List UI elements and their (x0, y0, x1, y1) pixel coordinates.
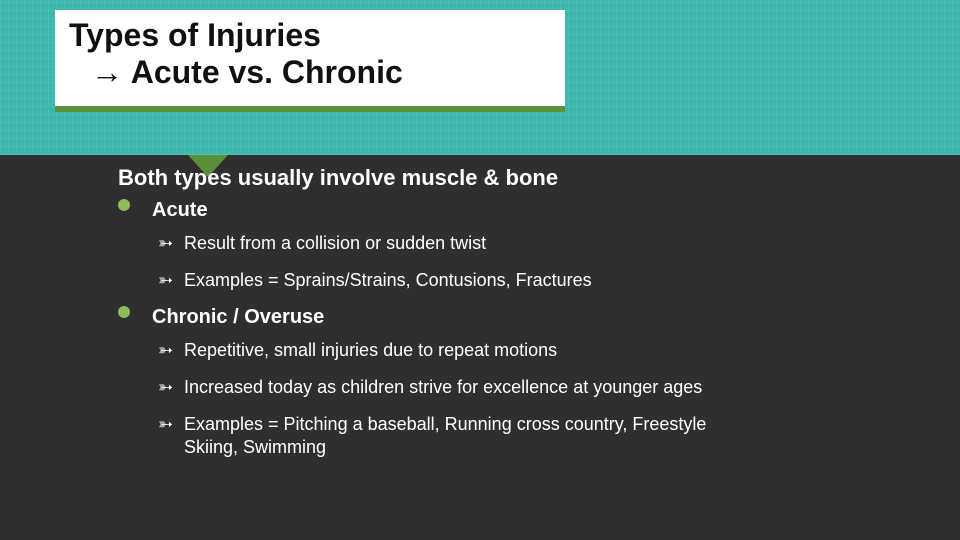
sub-item: ➳ Increased today as children strive for… (158, 376, 758, 399)
title-line2: → Acute vs. Chronic (69, 53, 551, 91)
intro-text: Both types usually involve muscle & bone (118, 165, 878, 191)
title-box: Types of Injuries → Acute vs. Chronic (55, 10, 565, 112)
content-area: Both types usually involve muscle & bone… (118, 165, 878, 473)
curly-arrow-icon: ➳ (158, 269, 173, 292)
sub-text: Examples = Pitching a baseball, Running … (184, 414, 706, 457)
sub-item: ➳ Result from a collision or sudden twis… (158, 232, 758, 255)
sub-item: ➳ Examples = Pitching a baseball, Runnin… (158, 413, 758, 459)
sub-text: Repetitive, small injuries due to repeat… (184, 340, 557, 360)
sub-item: ➳ Repetitive, small injuries due to repe… (158, 339, 758, 362)
curly-arrow-icon: ➳ (158, 413, 173, 436)
sub-text: Increased today as children strive for e… (184, 377, 702, 397)
title-line2-text: Acute vs. Chronic (131, 54, 403, 90)
sub-text: Result from a collision or sudden twist (184, 233, 486, 253)
bullet-dot-icon (118, 306, 130, 318)
sub-text: Examples = Sprains/Strains, Contusions, … (184, 270, 592, 290)
arrow-right-icon: → (91, 54, 123, 90)
bullet-dot-icon (118, 199, 130, 211)
sub-list: ➳ Repetitive, small injuries due to repe… (158, 339, 878, 459)
bullet-acute: Acute ➳ Result from a collision or sudde… (118, 199, 878, 292)
bullet-label: Chronic / Overuse (152, 306, 878, 329)
sub-list: ➳ Result from a collision or sudden twis… (158, 232, 878, 292)
slide: Types of Injuries → Acute vs. Chronic Bo… (0, 0, 960, 540)
sub-item: ➳ Examples = Sprains/Strains, Contusions… (158, 269, 758, 292)
title-line1: Types of Injuries (69, 18, 551, 53)
bullet-label: Acute (152, 199, 878, 222)
curly-arrow-icon: ➳ (158, 232, 173, 255)
curly-arrow-icon: ➳ (158, 376, 173, 399)
curly-arrow-icon: ➳ (158, 339, 173, 362)
bullet-chronic: Chronic / Overuse ➳ Repetitive, small in… (118, 306, 878, 459)
